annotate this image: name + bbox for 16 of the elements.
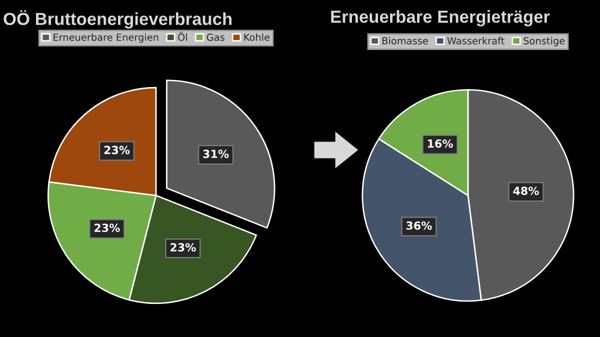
data-label: 48%: [513, 186, 539, 196]
legend-label: Öl: [178, 32, 187, 41]
legend-label: Erneuerbare Energien: [54, 33, 158, 43]
chart-title: OÖ Bruttoenergieverbrauch: [4, 10, 232, 29]
legend-label: Biomasse: [382, 36, 428, 44]
legend-label: Gas: [206, 34, 224, 41]
data-label: 16%: [428, 139, 453, 148]
data-label: 31%: [203, 150, 229, 158]
data-label: 36%: [406, 221, 432, 230]
data-label: 23%: [94, 224, 120, 232]
data-label: 23%: [170, 243, 196, 252]
legend-label: Sonstige: [524, 36, 565, 46]
legend-label: Kohle: [244, 33, 270, 41]
data-label: 23%: [104, 146, 130, 154]
legend-label: Wasserkraft: [447, 36, 504, 44]
chart-title: Erneuerbare Energieträger: [331, 10, 550, 26]
